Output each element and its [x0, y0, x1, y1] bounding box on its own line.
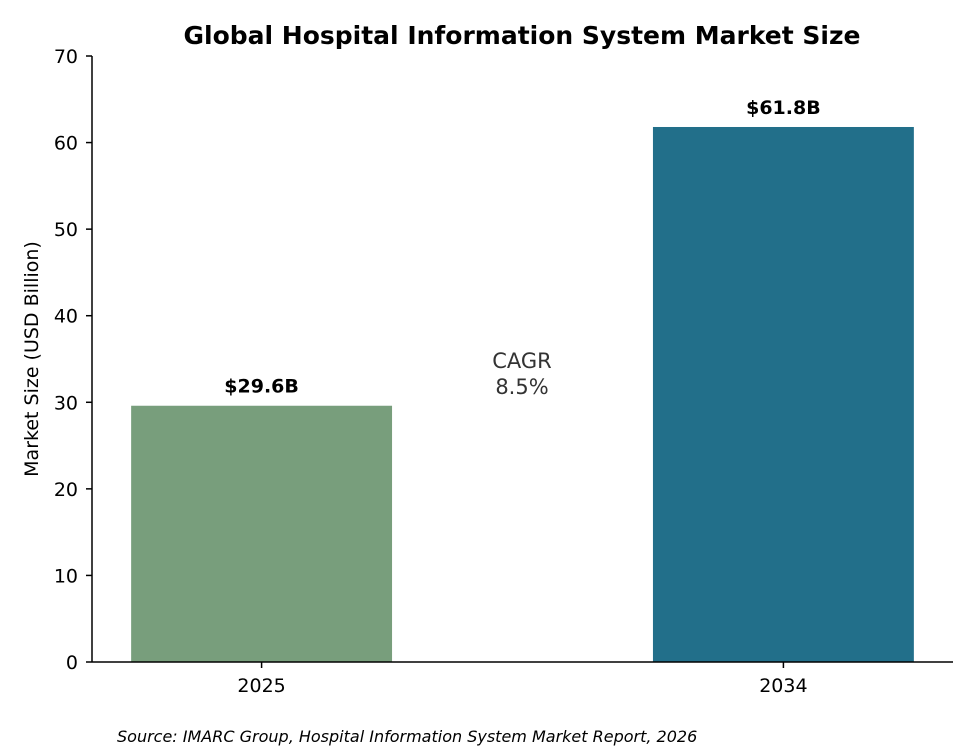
y-tick-label: 30 [54, 392, 78, 414]
cagr-label: CAGR [492, 349, 552, 373]
bar-2034 [652, 126, 914, 662]
x-tick-label: 2034 [759, 675, 807, 697]
x-axis-ticks: 2025 2034 [237, 662, 808, 697]
bar-value-label: $61.8B [746, 97, 821, 119]
source-note: Source: IMARC Group, Hospital Informatio… [117, 727, 697, 746]
bars: $29.6B $61.8B [131, 97, 914, 662]
bar-value-label: $29.6B [224, 376, 299, 398]
y-tick-label: 50 [54, 219, 78, 241]
y-tick-label: 70 [54, 46, 78, 68]
y-tick-label: 0 [66, 652, 78, 674]
y-tick-label: 20 [54, 479, 78, 501]
x-tick-label: 2025 [237, 675, 285, 697]
y-axis-ticks: 0 10 20 30 40 50 60 70 [54, 46, 92, 674]
y-tick-label: 60 [54, 133, 78, 155]
y-tick-label: 40 [54, 306, 78, 328]
y-tick-label: 10 [54, 565, 78, 587]
y-axis-label: Market Size (USD Billion) [21, 241, 43, 477]
bar-2025 [131, 405, 393, 662]
cagr-value: 8.5% [495, 375, 548, 399]
chart-title: Global Hospital Information System Marke… [183, 21, 860, 50]
